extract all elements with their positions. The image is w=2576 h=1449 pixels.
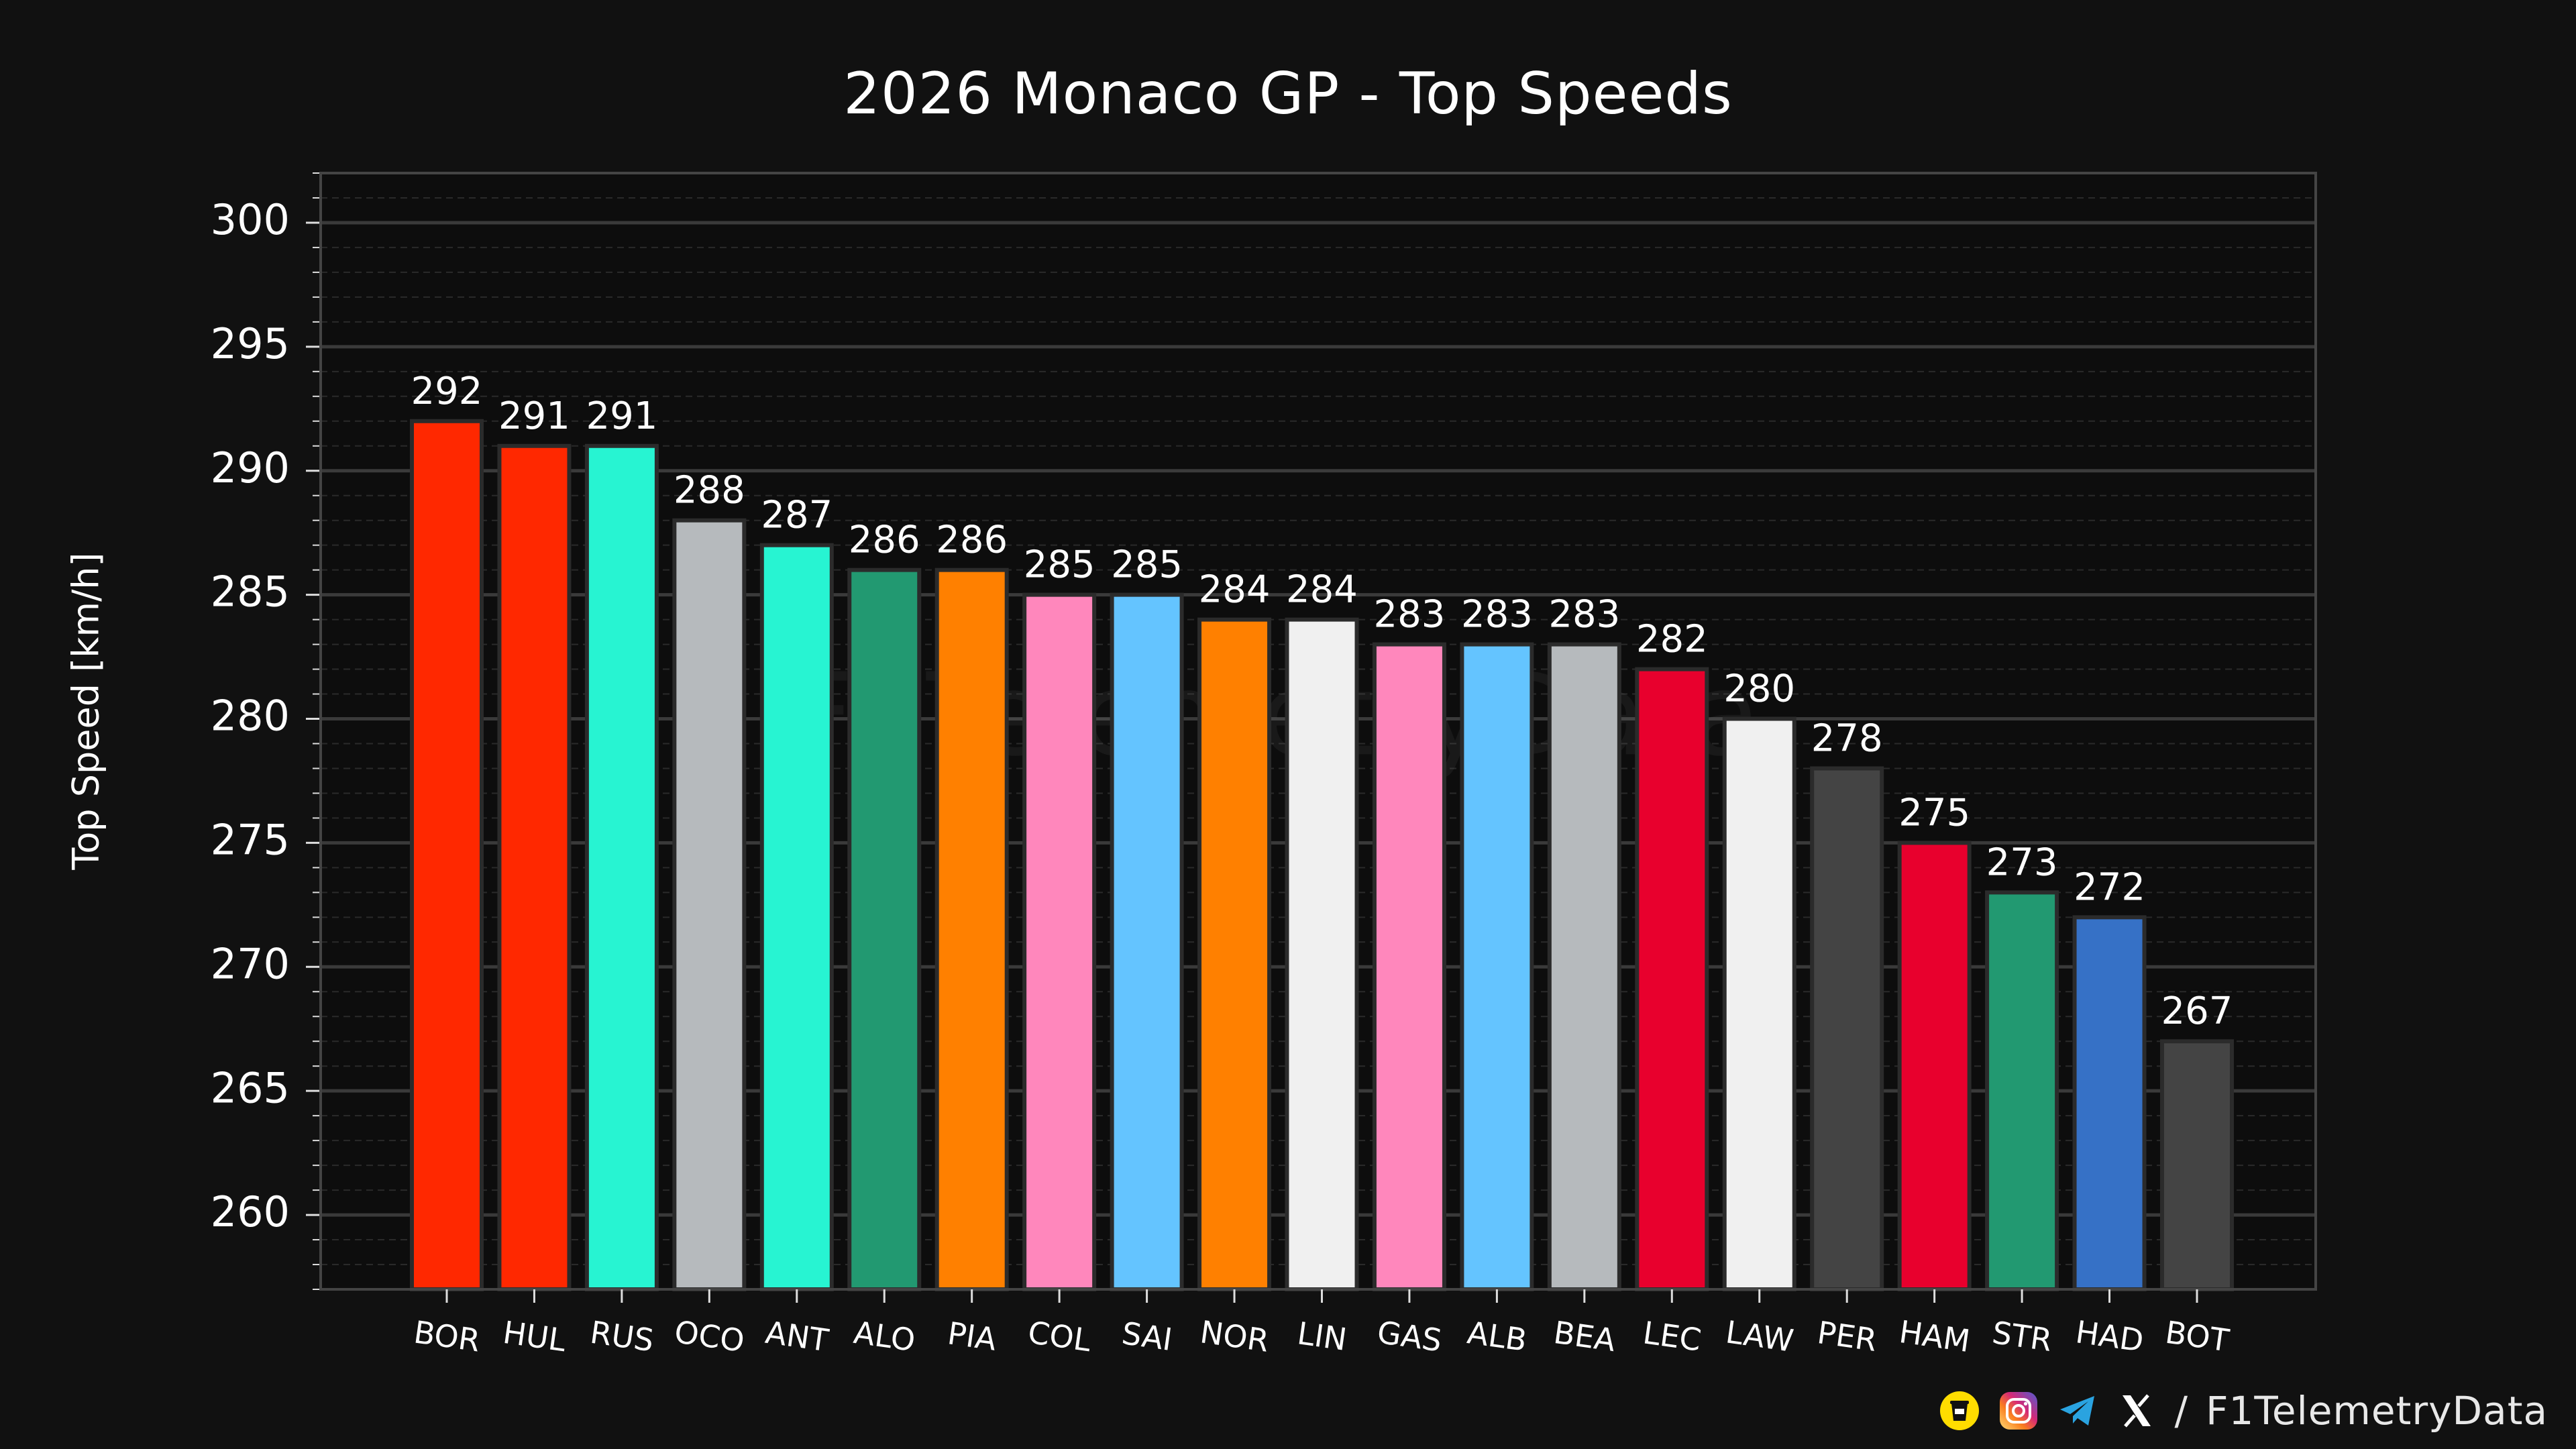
x-tick-label: COL [1026, 1314, 1093, 1359]
y-tick-label: 270 [211, 939, 290, 988]
data-label: 286 [936, 519, 1008, 562]
footer-separator: / [2174, 1388, 2189, 1434]
y-tick-label: 285 [211, 568, 290, 616]
bar-bea [1547, 642, 1621, 1291]
x-tick-label: BOR [412, 1313, 482, 1358]
bar-gas [1372, 642, 1446, 1291]
data-label: 283 [1548, 593, 1620, 637]
data-label: 288 [674, 469, 745, 513]
x-tick-label: STR [1990, 1314, 2054, 1358]
footer: / F1TelemetryData [1939, 1387, 2548, 1434]
bar-sai [1110, 592, 1184, 1291]
x-tick-label: SAI [1120, 1315, 1175, 1358]
x-tick-label: LEC [1641, 1314, 1703, 1358]
y-tick-label: 300 [211, 195, 290, 244]
x-tick-label: PER [1815, 1314, 1879, 1358]
bar-hul [497, 443, 572, 1291]
x-tick-label: ALB [1465, 1314, 1529, 1358]
data-label: 275 [1898, 791, 1970, 835]
chart-title: 2026 Monaco GP - Top Speeds [843, 60, 1733, 127]
data-label: 272 [2074, 865, 2145, 909]
data-label: 278 [1811, 716, 1883, 760]
bar-ham [1897, 841, 1972, 1291]
x-tick-label: LAW [1723, 1313, 1796, 1359]
bar-oco [672, 518, 747, 1292]
instagram-icon[interactable] [1998, 1390, 2039, 1432]
x-icon[interactable] [2116, 1390, 2157, 1432]
data-label: 284 [1286, 568, 1358, 612]
x-tick-label: RUS [588, 1314, 655, 1359]
bar-col [1022, 592, 1097, 1291]
data-label: 282 [1636, 618, 1708, 661]
data-label: 280 [1723, 667, 1795, 711]
x-tick-label: HAD [2074, 1313, 2146, 1359]
bar-lec [1635, 667, 1709, 1291]
x-tick-label: BEA [1552, 1314, 1618, 1358]
y-tick-label: 260 [211, 1187, 290, 1236]
data-label: 283 [1461, 593, 1533, 637]
bar-had [2072, 915, 2147, 1292]
plot-frame [319, 172, 2317, 1291]
x-tick-label: HAM [1897, 1313, 1972, 1359]
data-label: 291 [498, 394, 570, 438]
data-label: 285 [1024, 543, 1095, 587]
telegram-icon[interactable] [2057, 1390, 2098, 1432]
x-tick-label: GAS [1375, 1314, 1444, 1359]
data-label: 292 [411, 370, 483, 413]
data-label: 273 [1986, 841, 2058, 884]
y-tick-label: 265 [211, 1063, 290, 1112]
x-tick-label: HUL [500, 1314, 568, 1359]
x-tick-label: NOR [1198, 1313, 1271, 1359]
footer-handle[interactable]: F1TelemetryData [2206, 1388, 2548, 1434]
bar-law [1722, 716, 1796, 1291]
data-label: 291 [586, 394, 657, 438]
x-tick-label: ANT [763, 1314, 831, 1359]
y-tick-label: 295 [211, 319, 290, 368]
data-label: 286 [849, 519, 920, 562]
bar-alo [847, 568, 922, 1292]
bar-alb [1460, 642, 1534, 1291]
coffee-cup-icon[interactable] [1939, 1390, 1980, 1432]
bar-ant [759, 543, 834, 1292]
x-tick-label: LIN [1295, 1315, 1349, 1358]
y-tick-label: 280 [211, 692, 290, 741]
bar-bor [410, 419, 484, 1291]
data-label: 283 [1374, 593, 1446, 637]
bar-lin [1285, 617, 1359, 1291]
data-label: 287 [761, 494, 833, 537]
bar-nor [1197, 617, 1272, 1291]
data-label: 285 [1111, 543, 1183, 587]
bar-str [1985, 890, 2059, 1292]
x-tick-label: PIA [945, 1315, 999, 1358]
bar-bot [2160, 1039, 2234, 1291]
x-tick-label: OCO [672, 1313, 747, 1359]
data-label: 284 [1199, 568, 1271, 612]
data-label: 267 [2161, 989, 2233, 1033]
bar-per [1810, 766, 1884, 1291]
bar-pia [934, 568, 1009, 1292]
x-tick-label: BOT [2163, 1314, 2232, 1359]
x-tick-label: ALO [851, 1314, 917, 1358]
y-tick-label: 275 [211, 815, 290, 864]
bar-rus [584, 443, 659, 1291]
y-tick-label: 290 [211, 443, 290, 492]
